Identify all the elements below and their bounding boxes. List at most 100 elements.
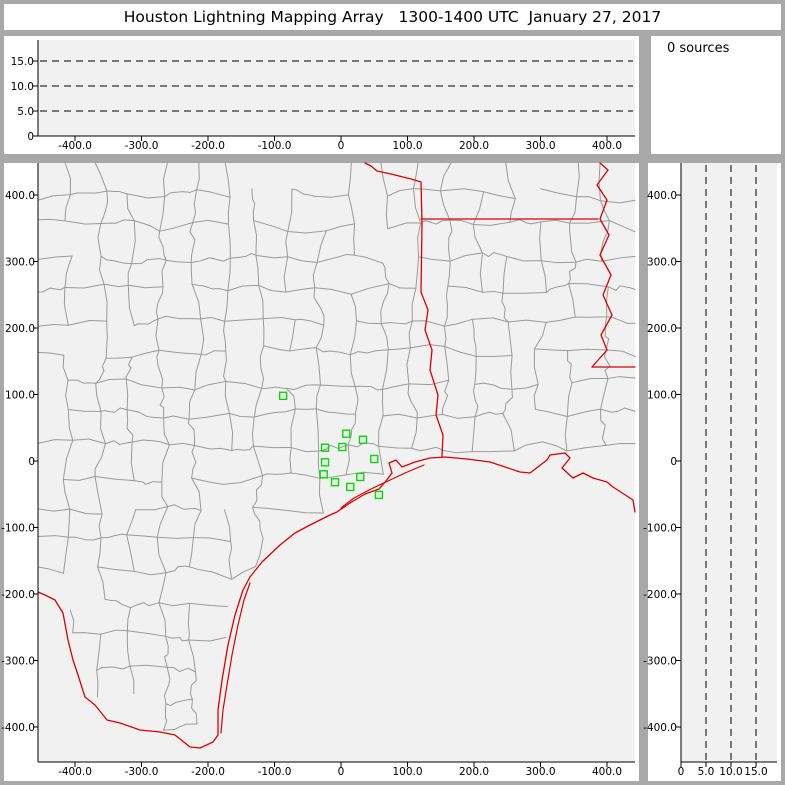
county-line (285, 387, 296, 410)
county-line (288, 510, 324, 514)
county-line (382, 388, 384, 417)
county-line (262, 318, 265, 347)
county-line (380, 283, 390, 325)
county-line (483, 191, 516, 200)
county-line (64, 255, 73, 289)
county-line (441, 379, 450, 415)
county-line (69, 508, 103, 515)
county-line (125, 378, 163, 389)
county-line (159, 221, 194, 232)
county-line (533, 348, 569, 352)
county-line (130, 602, 160, 609)
county-line (223, 350, 227, 382)
county-line (100, 407, 128, 413)
county-line (156, 536, 194, 539)
county-line (546, 283, 570, 294)
county-line (507, 321, 513, 356)
county-line (599, 408, 607, 446)
county-line (542, 441, 568, 452)
county-line (380, 162, 388, 197)
county-line (479, 252, 483, 293)
x-tick-label: -200.0 (191, 140, 225, 152)
county-line (607, 285, 636, 291)
county-line (318, 444, 349, 452)
county-line (474, 355, 477, 385)
county-line (62, 536, 69, 574)
county-line (314, 287, 352, 295)
county-line (502, 412, 515, 452)
county-line (378, 445, 384, 475)
y-tick-label: -300.0 (643, 656, 677, 668)
county-line (62, 479, 71, 510)
county-line (354, 386, 359, 415)
county-line (315, 408, 320, 452)
county-line (188, 566, 233, 580)
y-tick-label: -100.0 (1, 523, 35, 535)
county-line (388, 283, 417, 289)
county-line (231, 445, 254, 452)
county-line (255, 537, 264, 568)
county-line (412, 162, 419, 190)
county-line (540, 260, 577, 264)
county-line (126, 534, 158, 538)
x-tick-label: 400.0 (592, 140, 622, 152)
county-line (444, 345, 477, 357)
county-line (447, 260, 451, 287)
county-line (511, 383, 539, 390)
county-line (408, 379, 450, 386)
county-line (443, 318, 473, 327)
x-tick-label: -100.0 (258, 766, 292, 778)
county-line (224, 290, 229, 322)
x-tick-label: 0 (338, 766, 345, 778)
county-line (196, 162, 200, 191)
x-tick-label: 300.0 (525, 140, 555, 152)
barrier-island (220, 582, 251, 734)
county-line (475, 354, 513, 358)
county-line (62, 354, 69, 381)
county-line (189, 221, 196, 263)
county-line (252, 445, 264, 477)
county-line (345, 444, 350, 476)
county-line (103, 283, 129, 288)
county-line (387, 347, 411, 351)
county-line (99, 255, 105, 285)
x-tick-label: 200.0 (459, 140, 489, 152)
county-line (194, 353, 202, 391)
county-line (191, 477, 224, 485)
county-line (599, 407, 636, 413)
county-line (97, 566, 106, 600)
county-line (37, 508, 71, 512)
county-line (191, 477, 202, 512)
county-line (353, 223, 356, 256)
y-tick-label: 200.0 (5, 323, 35, 335)
county-line (313, 194, 349, 198)
station-marker (278, 391, 288, 401)
county-line (347, 413, 356, 446)
county-line (378, 445, 413, 449)
mississippi-river-border (591, 162, 613, 368)
county-line (259, 345, 265, 389)
panel-altitude-vs-northsouth: 400.0 300.0 200.0 100.0 0 -100.0 -200.0 -300.0 -… (643, 163, 781, 781)
county-line (449, 252, 483, 262)
county-line (411, 287, 417, 322)
county-line (224, 380, 230, 414)
county-line (126, 630, 167, 637)
x-tick-label: 0 (338, 140, 345, 152)
county-line (163, 703, 168, 731)
county-line (126, 409, 134, 443)
plot-area (38, 40, 635, 136)
altitude-ns-plot: 400.0 300.0 200.0 100.0 0 -100.0 -200.0 -300.0 -… (643, 163, 777, 778)
county-line (163, 417, 170, 446)
x-tick-label: 10.0 (719, 766, 742, 778)
county-line (98, 513, 103, 539)
county-line (188, 412, 230, 420)
county-line (94, 475, 103, 515)
county-line (224, 162, 231, 198)
county-line (100, 255, 133, 265)
county-line (155, 318, 160, 351)
county-line (69, 190, 108, 196)
county-line (599, 378, 609, 410)
county-line (380, 323, 389, 351)
x-tick-label: 200.0 (459, 766, 489, 778)
